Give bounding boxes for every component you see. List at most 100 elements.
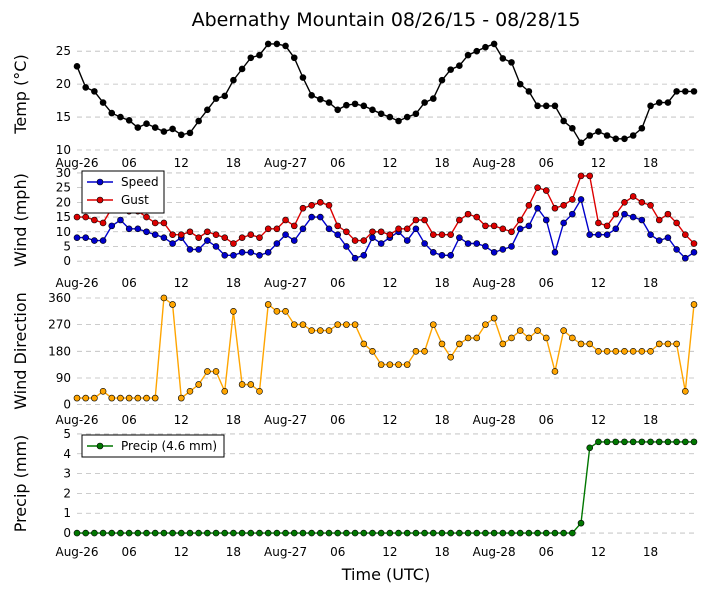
data-point — [525, 334, 533, 342]
data-point — [473, 240, 481, 247]
x-tick-label: Aug-26 — [55, 413, 98, 427]
data-point — [343, 529, 350, 537]
x-tick-label: 06 — [122, 413, 137, 427]
x-tick-label: Aug-28 — [473, 545, 516, 559]
data-point — [360, 237, 368, 244]
data-point — [690, 88, 698, 95]
data-point — [403, 529, 411, 537]
legend-swatch-marker — [96, 196, 104, 204]
data-point — [456, 340, 463, 348]
data-point — [516, 225, 524, 233]
data-point — [317, 199, 324, 206]
data-point — [673, 340, 680, 348]
data-point — [256, 251, 263, 259]
x-tick-label: 06 — [330, 545, 345, 559]
x-tick-label: 06 — [122, 276, 137, 290]
data-point — [603, 231, 611, 239]
data-point — [499, 529, 507, 537]
data-point — [195, 529, 202, 537]
data-point — [160, 294, 168, 302]
data-point — [603, 438, 611, 446]
data-point — [299, 204, 307, 212]
data-point — [308, 201, 315, 209]
data-point — [421, 529, 428, 537]
data-point — [299, 529, 307, 537]
data-point — [595, 231, 602, 239]
data-point — [91, 237, 98, 244]
data-point — [195, 381, 202, 388]
y-tick-label: 20 — [56, 195, 71, 209]
data-point — [195, 234, 202, 241]
data-point — [351, 529, 359, 537]
data-point — [308, 327, 315, 334]
x-tick-label: 12 — [174, 545, 189, 559]
data-point — [334, 529, 342, 537]
x-tick-label: 12 — [591, 156, 606, 170]
data-point — [282, 307, 289, 315]
data-point — [334, 321, 342, 328]
data-point — [551, 368, 559, 375]
data-point — [230, 251, 237, 259]
data-point — [560, 117, 567, 125]
data-point — [204, 228, 211, 236]
data-point — [456, 234, 463, 241]
data-point — [403, 225, 411, 233]
data-point — [99, 387, 107, 395]
data-point — [499, 55, 507, 62]
data-point — [542, 334, 550, 342]
data-point — [473, 47, 481, 55]
data-point — [186, 529, 194, 537]
data-point — [647, 438, 654, 446]
y-tick-label: 90 — [56, 371, 71, 385]
y-tick-label: 25 — [56, 181, 71, 195]
data-point — [238, 234, 246, 241]
y-tick-label: 180 — [48, 344, 71, 358]
data-point — [603, 222, 611, 230]
data-point — [82, 394, 89, 402]
x-tick-label: Aug-27 — [264, 276, 307, 290]
data-point — [108, 109, 116, 117]
data-point — [325, 99, 333, 106]
data-point — [621, 210, 628, 218]
data-point — [612, 225, 620, 233]
data-point — [586, 132, 594, 139]
data-point — [264, 249, 272, 256]
data-point — [682, 231, 689, 239]
data-point — [508, 529, 515, 537]
data-point — [534, 204, 541, 212]
data-point — [395, 117, 402, 125]
data-point — [638, 124, 646, 132]
data-point — [334, 106, 342, 114]
data-point — [421, 216, 428, 224]
data-point — [490, 314, 498, 322]
data-point — [238, 529, 246, 537]
data-point — [595, 128, 602, 135]
data-point — [230, 307, 237, 315]
data-point — [256, 51, 263, 59]
data-point — [369, 106, 376, 114]
data-point — [195, 117, 202, 125]
y-tick-label: 3 — [63, 467, 71, 481]
data-point — [325, 225, 333, 233]
data-point — [603, 347, 611, 355]
data-point — [429, 529, 437, 537]
data-point — [395, 225, 402, 233]
data-point — [447, 66, 454, 73]
x-tick-label: 06 — [330, 276, 345, 290]
data-point — [264, 225, 272, 233]
data-point — [160, 234, 168, 241]
data-point — [464, 210, 472, 218]
x-tick-label: 12 — [174, 276, 189, 290]
data-point — [456, 62, 463, 69]
y-axis-label: Temp (°C) — [11, 54, 30, 134]
data-point — [542, 216, 550, 224]
data-point — [499, 225, 507, 233]
data-point — [577, 196, 585, 203]
data-point — [638, 347, 646, 355]
data-point — [117, 216, 124, 224]
data-point — [595, 219, 602, 227]
data-point — [412, 110, 420, 118]
data-point — [134, 225, 142, 233]
data-point — [569, 210, 576, 218]
data-point — [482, 43, 489, 51]
